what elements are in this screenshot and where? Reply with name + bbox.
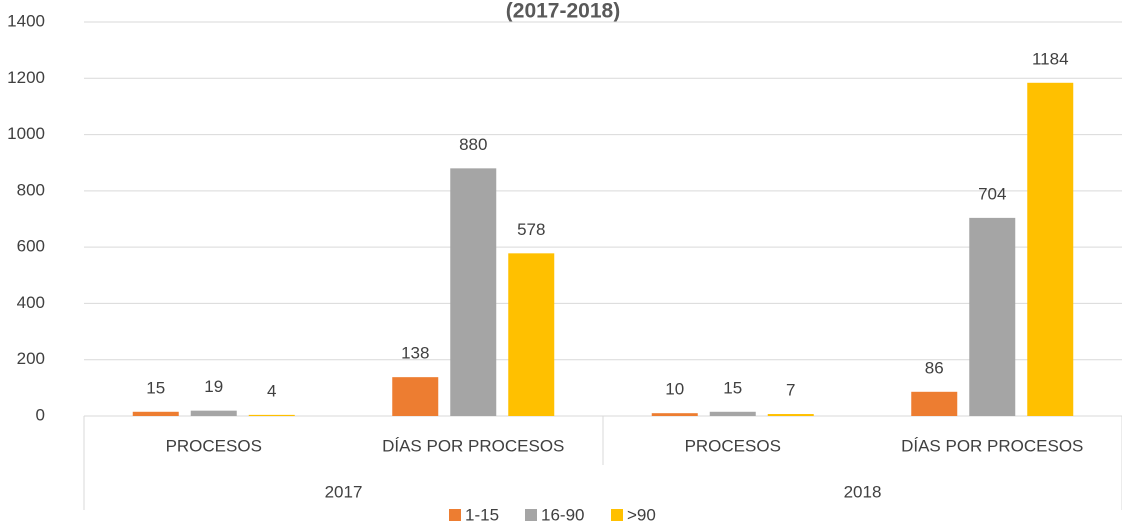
y-tick-label: 400 [17,293,45,312]
chart-title: (2017-2018) [506,0,620,23]
group-label: 2017 [325,482,363,501]
value-label: 578 [517,220,545,239]
bar [248,414,295,416]
y-tick-label: 200 [17,349,45,368]
value-label: 880 [459,135,487,154]
legend-swatch [611,509,623,521]
x-tick-label: PROCESOS [166,436,262,455]
legend-label: 1-15 [465,505,499,524]
legend-swatch [449,509,461,521]
value-label: 704 [978,184,1006,203]
y-tick-label: 1000 [7,124,45,143]
bar [911,391,958,416]
legend-label: >90 [627,505,656,524]
value-label: 4 [267,381,276,400]
bar [709,411,756,416]
y-tick-label: 1200 [7,68,45,87]
value-label: 15 [723,378,742,397]
value-label: 19 [204,377,223,396]
legend-swatch [525,509,537,521]
x-tick-label: DÍAS POR PROCESOS [382,436,564,455]
bar [392,377,439,416]
value-label: 138 [401,344,429,363]
x-tick-label: PROCESOS [685,436,781,455]
value-label: 86 [925,358,944,377]
legend-label: 16-90 [541,505,584,524]
value-label: 1184 [1032,49,1069,68]
x-tick-label: DÍAS POR PROCESOS [901,436,1083,455]
y-tick-label: 1400 [7,11,45,30]
y-tick-label: 600 [17,237,45,256]
group-label: 2018 [844,482,882,501]
bar [767,414,814,416]
bar [651,413,698,416]
value-label: 15 [146,378,165,397]
bar [508,253,555,416]
bar [1027,82,1074,416]
bar [450,168,497,416]
bar [190,410,237,416]
value-label: 10 [665,380,684,399]
y-tick-label: 0 [36,405,45,424]
value-label: 7 [786,381,795,400]
bar [969,217,1016,416]
bar [132,411,179,416]
y-tick-label: 800 [17,180,45,199]
